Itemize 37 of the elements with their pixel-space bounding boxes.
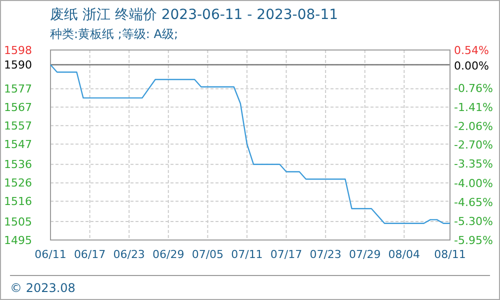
x-tick-label: 06/29	[152, 248, 184, 261]
y-tick-label: 1495	[4, 234, 32, 247]
chart-title: 废纸 浙江 终端价 2023-06-11 - 2023-08-11	[50, 7, 338, 23]
x-tick-label: 08/11	[434, 248, 466, 261]
y-tick-label: 1567	[4, 101, 32, 114]
x-tick-label: 06/23	[113, 248, 145, 261]
y-tick-label: 1590	[4, 58, 32, 72]
x-tick-label: 07/05	[192, 248, 224, 261]
y-tick-label: 1526	[4, 176, 32, 190]
y2-tick-label: -3.35%	[454, 158, 493, 171]
x-tick-label: 06/11	[34, 248, 66, 261]
x-tick-label: 08/04	[388, 248, 420, 261]
y2-tick-label: -1.41%	[454, 100, 493, 114]
chart-subtitle: 种类:黄板纸 ;等级: A级;	[50, 27, 178, 41]
line-series	[50, 64, 451, 224]
x-tick-label: 07/11	[231, 248, 263, 261]
y-tick-label: 1598	[4, 44, 32, 57]
y2-tick-label: 0.00%	[454, 60, 489, 73]
y2-tick-label: -5.95%	[454, 234, 493, 247]
x-tick-label: 07/23	[310, 248, 342, 261]
y2-tick-label: -5.30%	[454, 214, 493, 228]
y2-tick-label: -2.06%	[454, 120, 493, 133]
y-tick-label: 1536	[4, 158, 32, 172]
text: © 2023.08	[10, 281, 76, 295]
y2-tick-label: -0.76%	[454, 82, 493, 95]
y-tick-label: 1547	[4, 138, 32, 151]
y2-tick-label: -4.00%	[454, 176, 493, 190]
y-tick-label: 1516	[4, 195, 32, 208]
y2-tick-label: 0.54%	[454, 44, 489, 57]
x-tick-label: 07/17	[270, 248, 302, 261]
y2-tick-label: -2.70%	[454, 138, 493, 152]
y-tick-label: 1577	[4, 82, 32, 96]
x-tick-label: 07/29	[349, 248, 381, 261]
x-tick-label: 06/17	[74, 248, 106, 261]
y2-tick-label: -4.65%	[454, 196, 493, 209]
y-tick-label: 1505	[4, 215, 32, 228]
y-tick-label: 1557	[4, 119, 32, 132]
